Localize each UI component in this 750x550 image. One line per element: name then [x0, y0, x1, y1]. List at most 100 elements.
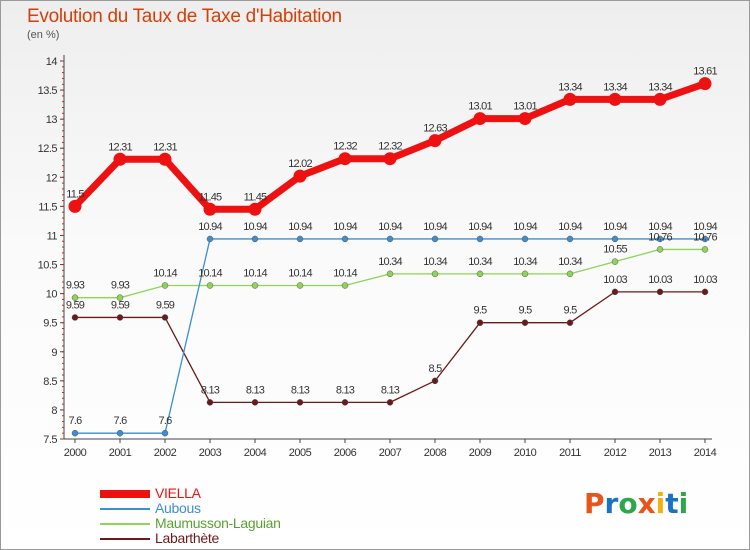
data-point	[611, 258, 619, 265]
data-label: 10.94	[558, 221, 582, 233]
data-label: 9.5	[564, 305, 578, 317]
data-label: 10.94	[468, 221, 492, 233]
data-label: 10.76	[648, 231, 672, 243]
data-point	[431, 377, 439, 385]
data-label: 10.94	[603, 221, 627, 233]
data-label: 10.14	[153, 267, 177, 279]
data-point	[518, 112, 532, 126]
data-point	[656, 246, 664, 253]
data-label: 10.14	[288, 267, 312, 279]
data-label: 7.6	[114, 415, 128, 427]
data-label: 9.93	[111, 280, 130, 292]
data-label: 8.13	[291, 384, 310, 396]
data-label: 10.34	[468, 256, 492, 268]
data-label: 10.94	[243, 221, 267, 233]
data-label: 10.94	[693, 221, 717, 233]
data-label: 13.34	[648, 81, 672, 93]
y-tick-label: 13	[46, 114, 58, 126]
data-label: 13.01	[513, 101, 537, 113]
data-label: 9.59	[156, 299, 175, 311]
data-label: 12.02	[288, 158, 312, 170]
data-point	[653, 92, 667, 106]
data-point	[698, 77, 712, 91]
data-point	[473, 112, 487, 126]
data-point	[161, 282, 169, 289]
data-point	[71, 314, 79, 321]
legend-label: Maumusson-Laguian	[155, 515, 281, 531]
data-point	[341, 282, 349, 289]
data-label: 8.13	[336, 384, 355, 396]
x-tick-label: 2006	[334, 447, 357, 459]
legend-item: Labarthète	[100, 531, 281, 546]
data-point	[608, 92, 622, 106]
data-label: 7.6	[69, 415, 83, 427]
x-tick-label: 2012	[604, 447, 627, 459]
data-point	[476, 270, 484, 278]
data-point	[203, 202, 217, 216]
data-point	[386, 399, 394, 406]
data-point	[521, 319, 529, 326]
y-tick-label: 11	[47, 230, 58, 242]
data-point	[68, 199, 82, 213]
data-point	[248, 202, 262, 216]
data-point	[296, 282, 304, 289]
x-tick-label: 2003	[199, 447, 222, 459]
legend-label: VIELLA	[155, 485, 201, 501]
logo-letter: P	[584, 487, 605, 520]
y-tick-label: 12.5	[38, 143, 58, 155]
y-tick-label: 14	[46, 56, 58, 68]
data-point	[158, 152, 172, 166]
x-tick-label: 2001	[109, 447, 132, 459]
data-point	[161, 314, 169, 321]
data-point	[116, 294, 124, 301]
y-tick-label: 11.5	[38, 201, 57, 213]
legend-label: Aubous	[155, 500, 201, 516]
data-label: 10.94	[513, 221, 537, 233]
data-point	[206, 399, 214, 406]
data-point	[251, 399, 259, 406]
x-tick-label: 2004	[244, 447, 267, 459]
data-point	[701, 288, 709, 296]
data-label: 8.5	[429, 363, 443, 375]
data-label: 10.14	[198, 267, 222, 279]
data-point	[656, 235, 664, 243]
x-tick-label: 2000	[64, 447, 87, 459]
data-label: 10.03	[603, 274, 627, 286]
chart-legend: VIELLA Aubous Maumusson-Laguian Labarthète	[100, 486, 281, 546]
legend-label: Labarthète	[155, 530, 219, 546]
logo-letter: i	[655, 487, 666, 520]
data-label: 7.6	[159, 415, 173, 427]
data-point	[701, 246, 709, 253]
x-tick-label: 2014	[694, 447, 717, 459]
data-label: 13.34	[603, 81, 627, 93]
data-point	[293, 169, 307, 183]
y-tick-label: 7.5	[43, 434, 57, 446]
data-point	[71, 294, 79, 301]
x-tick-label: 2011	[559, 447, 581, 459]
legend-swatch	[100, 508, 150, 510]
proxiti-logo: Proxiti	[584, 487, 688, 520]
data-point	[206, 235, 214, 243]
data-point	[383, 152, 397, 166]
logo-letter: o	[618, 487, 638, 520]
y-tick-label: 9.5	[43, 318, 57, 330]
data-point	[431, 270, 439, 278]
data-label: 13.01	[468, 101, 492, 113]
legend-swatch	[100, 523, 150, 525]
data-label: 10.34	[513, 256, 537, 268]
data-label: 10.34	[558, 256, 582, 268]
data-label: 10.94	[378, 221, 402, 233]
x-tick-label: 2005	[289, 447, 312, 459]
logo-letter: x	[637, 487, 656, 520]
y-tick-label: 8	[51, 405, 57, 417]
data-label: 12.32	[333, 141, 357, 153]
data-label: 8.13	[201, 384, 220, 396]
data-label: 9.5	[519, 305, 533, 317]
y-tick-label: 8.5	[43, 376, 57, 388]
data-point	[341, 235, 349, 243]
data-point	[296, 235, 304, 243]
data-point	[338, 152, 352, 166]
data-label: 8.13	[246, 384, 265, 396]
data-label: 12.31	[153, 141, 177, 153]
data-point	[71, 429, 79, 437]
